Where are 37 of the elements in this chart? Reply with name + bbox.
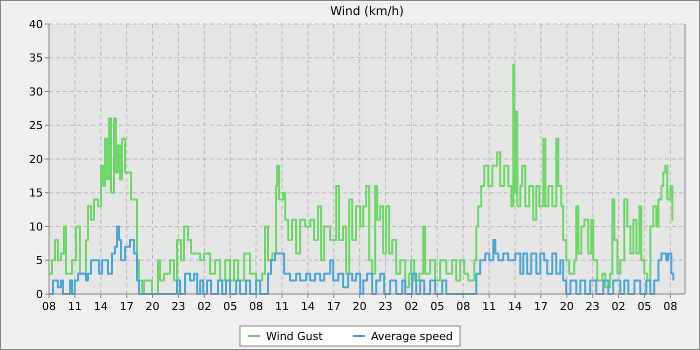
x-tick-label: 20 [146, 300, 160, 313]
y-tick-label: 0 [36, 288, 43, 301]
x-tick-label: 11 [68, 300, 82, 313]
x-tick-label: 08 [249, 300, 264, 313]
y-tick-label: 35 [29, 52, 43, 65]
x-tick-label: 02 [197, 300, 212, 313]
x-tick-label: 14 [94, 300, 108, 313]
y-tick-label: 10 [29, 220, 43, 234]
x-tick-label: 02 [404, 300, 418, 313]
legend-label: Wind Gust [266, 330, 324, 343]
y-tick-label: 30 [29, 85, 43, 98]
y-tick-label: 20 [29, 152, 43, 166]
x-tick-label: 08 [456, 300, 470, 313]
x-tick-label: 08 [663, 300, 678, 313]
x-tick-label: 23 [378, 300, 393, 313]
x-tick-label: 23 [171, 300, 186, 313]
y-tick-label: 5 [36, 254, 43, 268]
chart-title: Wind (km/h) [330, 4, 404, 18]
x-tick-label: 17 [120, 300, 134, 313]
x-tick-label: 14 [508, 300, 522, 313]
x-tick-label: 14 [300, 300, 315, 313]
x-tick-label: 20 [560, 300, 574, 313]
x-tick-label: 08 [42, 300, 56, 313]
x-tick-label: 17 [534, 300, 548, 313]
x-tick-label: 05 [430, 300, 444, 313]
x-tick-label: 17 [326, 300, 341, 313]
x-tick-label: 11 [275, 300, 289, 313]
y-tick-label: 25 [29, 119, 43, 132]
x-tick-label: 05 [637, 300, 652, 313]
x-tick-label: 23 [586, 300, 600, 313]
x-tick-label: 02 [612, 300, 626, 313]
x-tick-label: 11 [482, 300, 496, 313]
y-tick-label: 15 [29, 186, 43, 200]
x-tick-label: 20 [352, 300, 367, 313]
x-tick-label: 05 [223, 300, 238, 313]
legend-label: Average speed [371, 330, 453, 343]
y-tick-label: 40 [29, 18, 43, 31]
